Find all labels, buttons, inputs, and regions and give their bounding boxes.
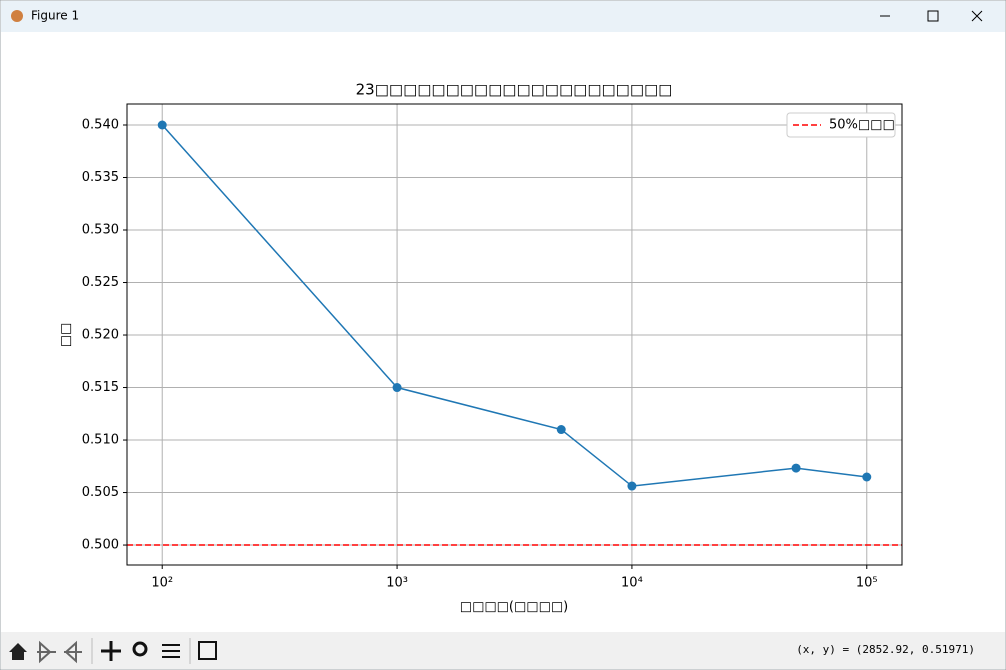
x-tick-label: 10⁴ [621,576,643,591]
legend-box [786,112,896,138]
axes-frame [126,103,903,566]
y-tick-label: 0.510 [82,433,119,448]
data-point [862,472,872,482]
home-button[interactable] [9,643,27,660]
y-tick-label: 0.530 [82,223,119,238]
chart-title: 23□□□□□□□□□□□□□□□□□□□□□ [356,81,673,99]
x-tick-label: 10² [151,576,173,591]
window-title: Figure 1 [31,9,79,23]
save-button[interactable] [198,641,217,660]
forward-button[interactable] [64,640,82,664]
legend-label: 50%□□□ [829,118,895,133]
data-point [392,383,402,393]
y-tick-label: 0.500 [82,538,119,553]
y-tick-label: 0.520 [82,328,119,343]
y-tick-label: 0.515 [82,380,119,395]
y-tick-label: 0.525 [82,275,119,290]
data-point [556,425,566,435]
maximize-button[interactable] [927,10,939,22]
y-tick-label: 0.535 [82,170,119,185]
x-tick-label: 10³ [386,576,408,591]
data-point [157,120,167,130]
x-tick-label: 10⁵ [856,576,878,591]
back-button[interactable] [37,640,56,664]
data-point [791,463,801,473]
title-bar [1,1,1005,32]
data-point [627,481,637,491]
axes-background [127,104,902,565]
plot: 23□□□□□□□□□□□□□□□□□□□□□ □□□□(□□□□) □□ 10… [59,81,903,615]
pan-button[interactable] [101,641,121,661]
app-icon [11,10,23,22]
y-axis-label: □□ [59,323,74,348]
status-text: (x, y) = (2852.92, 0.51971) [796,643,975,656]
close-button[interactable] [971,10,983,22]
zoom-button[interactable] [132,641,148,657]
y-tick-label: 0.505 [82,485,119,500]
x-axis-label: □□□□(□□□□) [460,600,568,615]
y-tick-label: 0.540 [82,118,119,133]
data-line [161,124,867,487]
configure-button[interactable] [162,644,180,658]
